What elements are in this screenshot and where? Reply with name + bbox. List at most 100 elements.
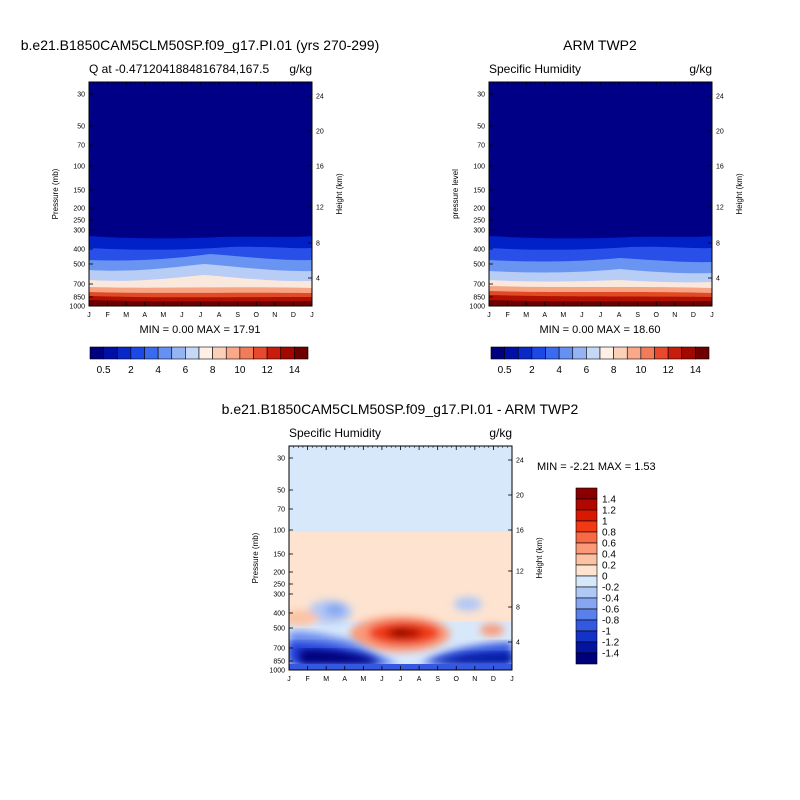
colorbar-swatch <box>266 346 282 360</box>
y-tick-label: 400 <box>73 247 85 254</box>
colorbar-swatch <box>130 346 145 360</box>
x-tick-label: J <box>199 312 203 319</box>
colorbar-swatch <box>531 346 546 360</box>
plot-area <box>289 446 512 670</box>
x-tick-label: D <box>491 676 496 683</box>
colorbar-swatch <box>575 619 598 632</box>
colorbar-swatch <box>640 346 655 360</box>
y-tick-label: 300 <box>473 228 485 235</box>
height-tick-label: 16 <box>716 164 724 171</box>
y-tick-label: 30 <box>77 92 85 99</box>
y-tick-label: 1000 <box>69 304 85 311</box>
colorbar-swatch <box>490 346 505 360</box>
colorbar-swatch <box>517 346 533 360</box>
x-tick-label: J <box>487 312 491 319</box>
colorbar-swatch <box>239 346 254 360</box>
colorbar-label: 0.4 <box>602 550 616 561</box>
colorbar-swatch <box>681 346 696 360</box>
height-tick-label: 16 <box>316 164 324 171</box>
y-tick-label: 400 <box>473 247 485 254</box>
x-tick-label: J <box>510 676 514 683</box>
colorbar-swatch <box>103 346 118 360</box>
colorbar-swatch <box>198 346 213 360</box>
colorbar-label: 8 <box>210 365 216 376</box>
colorbar-q-model: 0.5 2 4 6 8 10 12 14 <box>89 346 309 376</box>
panel-stats: MIN = -2.21 MAX = 1.53 <box>537 461 656 473</box>
colorbar-label: 1.4 <box>602 495 616 506</box>
x-tick-label: M <box>360 676 366 683</box>
y-tick-label: 300 <box>73 228 85 235</box>
y-tick-label: 200 <box>273 570 285 577</box>
height-tick-label: 12 <box>516 569 524 576</box>
colorbar-label: -1.2 <box>602 638 620 649</box>
axis-ticks: J F M A M J J A S O N D J 30 50 70 100 150 200 250 300 400 500… <box>269 446 524 683</box>
y-tick-label: 150 <box>473 188 485 195</box>
colorbar-swatch <box>575 531 598 544</box>
colorbar-label: -0.6 <box>602 605 620 616</box>
panel-left-title: Q at -0.4712041884816784,167.5 <box>89 62 269 76</box>
colorbar-swatch <box>575 597 598 610</box>
height-tick-label: 24 <box>716 94 724 101</box>
colorbar-swatch <box>667 346 683 360</box>
x-tick-label: F <box>505 312 509 319</box>
colorbar-diff: 1.41.210.80.60.40.20-0.2-0.4-0.6-0.8-1-1… <box>575 487 620 665</box>
plot-area <box>89 82 312 306</box>
y-tick-label: 50 <box>77 124 85 131</box>
colorbar-swatch <box>116 346 132 360</box>
panel-stats: MIN = 0.00 MAX = 17.91 <box>139 324 260 336</box>
y-tick-label: 70 <box>77 143 85 150</box>
colorbar-swatch <box>558 346 574 360</box>
colorbar-label: 14 <box>289 365 301 376</box>
colorbar-swatch <box>654 346 669 360</box>
panel-left-title: Specific Humidity <box>489 62 581 76</box>
y-tick-label: 70 <box>477 143 485 150</box>
y-tick-label: 250 <box>73 218 85 225</box>
x-tick-label: J <box>580 312 584 319</box>
x-tick-label: J <box>599 312 603 319</box>
colorbar-swatch <box>504 346 519 360</box>
x-tick-label: F <box>305 676 309 683</box>
colorbar-label: 0.5 <box>97 365 111 376</box>
x-tick-label: N <box>472 676 477 683</box>
height-tick-label: 20 <box>516 493 524 500</box>
y-tick-label: 500 <box>473 262 485 269</box>
colorbar-label: 0.8 <box>602 528 616 539</box>
y-tick-label: 100 <box>473 164 485 171</box>
colorbar-label: 0 <box>602 572 608 583</box>
panel-ylabel-right: Height (km) <box>735 173 744 215</box>
panel-ylabel-right: Height (km) <box>535 537 544 579</box>
x-tick-label: A <box>217 312 222 319</box>
x-tick-label: J <box>87 312 91 319</box>
colorbar-swatch <box>294 346 309 360</box>
y-tick-label: 200 <box>73 206 85 213</box>
y-tick-label: 30 <box>277 456 285 463</box>
x-tick-label: M <box>523 312 529 319</box>
x-tick-label: S <box>235 312 240 319</box>
colorbar-label: 1.2 <box>602 506 616 517</box>
height-tick-label: 4 <box>716 276 720 283</box>
x-tick-label: J <box>710 312 714 319</box>
x-tick-label: O <box>254 312 260 319</box>
x-tick-label: M <box>160 312 166 319</box>
y-tick-label: 500 <box>273 626 285 633</box>
panel-main-title: b.e21.B1850CAM5CLM50SP.f09_g17.PI.01 (yr… <box>21 37 380 53</box>
panel-ylabel: pressure level <box>451 169 460 219</box>
colorbar-swatch <box>695 346 710 360</box>
colorbar-q-obs: 0.5 2 4 6 8 10 12 14 <box>490 346 710 376</box>
colorbar-swatch <box>253 346 268 360</box>
panel-units: g/kg <box>489 426 512 440</box>
x-tick-label: A <box>542 312 547 319</box>
y-tick-label: 700 <box>273 646 285 653</box>
panel-left-title: Specific Humidity <box>289 426 381 440</box>
colorbar-swatch <box>613 346 628 360</box>
colorbar-swatch <box>225 346 241 360</box>
y-tick-label: 300 <box>273 592 285 599</box>
colorbar-swatch <box>157 346 173 360</box>
height-tick-label: 4 <box>516 640 520 647</box>
height-tick-label: 24 <box>316 94 324 101</box>
colorbar-label: 8 <box>611 365 617 376</box>
colorbar-label: -0.4 <box>602 594 620 605</box>
x-tick-label: J <box>399 676 403 683</box>
colorbar-swatch <box>572 346 587 360</box>
